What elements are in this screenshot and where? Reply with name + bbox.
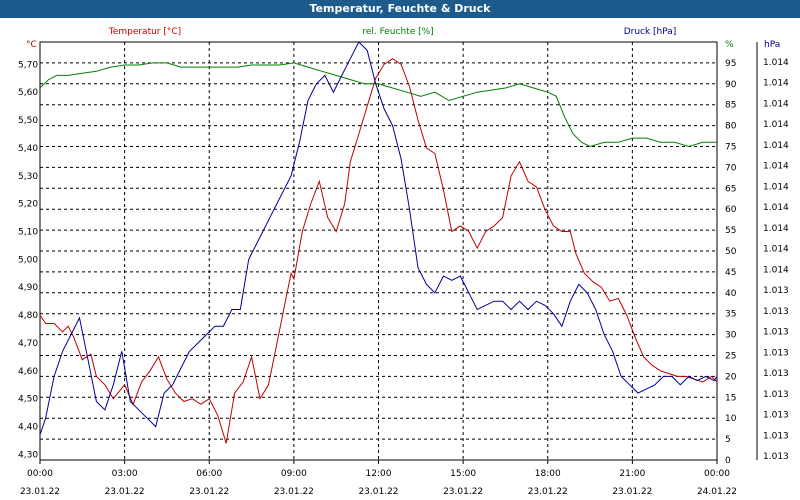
x-tick-date: 24.01.22 <box>697 487 737 497</box>
humidity-tick-label: 80 <box>725 122 737 132</box>
pressure-tick-label: 1.014 <box>763 265 789 275</box>
x-tick-time: 15:00 <box>450 469 476 479</box>
x-tick-date: 23.01.22 <box>105 487 145 497</box>
x-tick-time: 03:00 <box>112 469 138 479</box>
temperature-tick-label: 4,60 <box>18 367 38 377</box>
pressure-tick-label: 1.013 <box>763 411 789 421</box>
temperature-tick-label: 4,30 <box>18 450 38 460</box>
humidity-tick-label: 55 <box>725 226 736 236</box>
humidity-tick-label: 40 <box>725 289 737 299</box>
humidity-tick-label: 65 <box>725 184 736 194</box>
x-tick-date: 23.01.22 <box>274 487 314 497</box>
temperature-tick-label: 5,40 <box>18 144 38 154</box>
humidity-tick-label: 35 <box>725 310 736 320</box>
humidity-tick-label: 5 <box>725 435 731 445</box>
pressure-tick-label: 1.013 <box>763 348 789 358</box>
humidity-tick-label: 60 <box>725 205 737 215</box>
temperature-tick-label: 5,70 <box>18 60 38 70</box>
humidity-tick-label: 15 <box>725 393 736 403</box>
temperature-tick-label: 5,60 <box>18 88 38 98</box>
x-tick-time: 00:00 <box>27 469 53 479</box>
pressure-tick-label: 1.013 <box>763 431 789 441</box>
temperature-tick-label: 4,40 <box>18 423 38 433</box>
window-title-bar: Temperatur, Feuchte & Druck <box>0 0 800 18</box>
x-tick-time: 18:00 <box>535 469 561 479</box>
pressure-unit-label: hPa <box>764 40 780 50</box>
x-tick-time: 00:00 <box>704 469 730 479</box>
temperature-tick-label: 5,50 <box>18 116 38 126</box>
humidity-tick-label: 70 <box>725 163 737 173</box>
pressure-tick-label: 1.013 <box>763 369 789 379</box>
pressure-tick-label: 1.014 <box>763 58 789 68</box>
humidity-tick-label: 25 <box>725 352 736 362</box>
humidity-tick-label: 10 <box>725 414 737 424</box>
pressure-tick-label: 1.013 <box>763 286 789 296</box>
pressure-tick-label: 1.013 <box>763 328 789 338</box>
pressure-tick-label: 1.014 <box>763 79 789 89</box>
window-title: Temperatur, Feuchte & Druck <box>309 2 491 15</box>
x-tick-date: 23.01.22 <box>358 487 398 497</box>
temperature-series-title: Temperatur [°C] <box>108 27 181 37</box>
x-tick-time: 21:00 <box>619 469 645 479</box>
temperature-unit-label: °C <box>26 40 37 50</box>
x-tick-time: 09:00 <box>281 469 307 479</box>
x-tick-date: 23.01.22 <box>189 487 229 497</box>
humidity-series-line <box>39 62 717 148</box>
humidity-tick-label: 85 <box>725 101 736 111</box>
pressure-tick-label: 1.014 <box>763 99 789 109</box>
humidity-unit-label: % <box>725 40 734 50</box>
pressure-tick-label: 1.014 <box>763 245 789 255</box>
x-tick-time: 12:00 <box>366 469 392 479</box>
pressure-tick-label: 1.013 <box>763 390 789 400</box>
pressure-tick-label: 1.013 <box>763 452 789 462</box>
pressure-tick-label: 1.013 <box>763 307 789 317</box>
pressure-tick-label: 1.014 <box>763 203 789 213</box>
temperature-tick-label: 5,30 <box>18 172 38 182</box>
x-tick-date: 23.01.22 <box>20 487 60 497</box>
pressure-tick-label: 1.014 <box>763 162 789 172</box>
temperature-tick-label: 5,00 <box>18 255 38 265</box>
x-tick-date: 23.01.22 <box>528 487 568 497</box>
pressure-series-line <box>39 41 718 436</box>
temperature-tick-label: 4,90 <box>18 283 38 293</box>
temperature-tick-label: 4,70 <box>18 339 38 349</box>
humidity-tick-label: 50 <box>725 247 737 257</box>
humidity-tick-label: 95 <box>725 59 736 69</box>
pressure-tick-label: 1.014 <box>763 182 789 192</box>
humidity-tick-label: 90 <box>725 80 737 90</box>
temperature-tick-label: 5,20 <box>18 200 38 210</box>
temperature-series-line <box>39 58 718 444</box>
pressure-series-title: Druck [hPa] <box>624 27 677 37</box>
temperature-tick-label: 4,80 <box>18 311 38 321</box>
temperature-tick-label: 4,50 <box>18 395 38 405</box>
x-tick-date: 23.01.22 <box>443 487 483 497</box>
x-tick-time: 06:00 <box>196 469 222 479</box>
x-tick-date: 23.01.22 <box>612 487 652 497</box>
pressure-tick-label: 1.014 <box>763 224 789 234</box>
humidity-tick-label: 30 <box>725 331 737 341</box>
humidity-series-title: rel. Feuchte [%] <box>362 27 433 37</box>
pressure-tick-label: 1.014 <box>763 141 789 151</box>
humidity-tick-label: 75 <box>725 143 736 153</box>
humidity-tick-label: 20 <box>725 372 737 382</box>
pressure-tick-label: 1.014 <box>763 120 789 130</box>
temperature-tick-label: 5,10 <box>18 227 38 237</box>
humidity-tick-label: 0 <box>725 456 731 466</box>
humidity-tick-label: 45 <box>725 268 736 278</box>
